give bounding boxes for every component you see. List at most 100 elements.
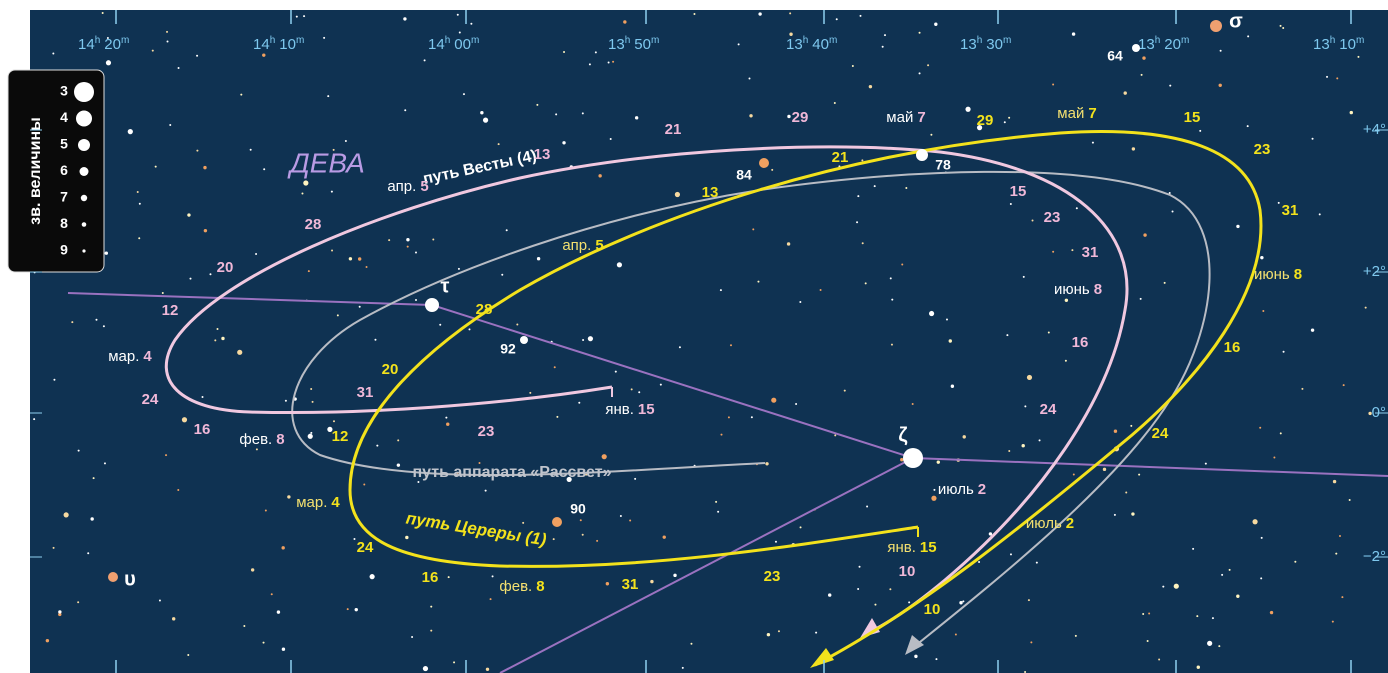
star: [388, 239, 391, 242]
star: [678, 346, 681, 349]
star: [601, 454, 607, 460]
star: [187, 654, 190, 657]
star: [357, 257, 362, 261]
date-label: 23: [1044, 209, 1061, 226]
star: [52, 52, 55, 55]
day: 10: [924, 601, 941, 618]
star: [482, 117, 489, 123]
date-label: июнь 8: [1254, 266, 1302, 283]
star: [151, 49, 154, 52]
star: [1282, 27, 1285, 30]
magnitude-dot: [82, 249, 86, 253]
magnitude-dot: [81, 222, 87, 227]
star: [857, 587, 860, 590]
day: 28: [305, 216, 322, 233]
magnitude-dot: [79, 167, 89, 176]
star: [693, 12, 696, 15]
day: 31: [622, 576, 639, 593]
star: [480, 110, 484, 115]
star: [284, 399, 287, 402]
star: [58, 612, 62, 617]
star: [630, 586, 633, 589]
star: [948, 339, 952, 343]
day: 13: [534, 146, 551, 163]
star: [858, 565, 861, 568]
star: [255, 448, 258, 451]
magnitude-label: 8: [60, 215, 68, 231]
star: [1009, 553, 1012, 556]
star: [868, 84, 873, 89]
day: 16: [422, 569, 439, 586]
month: апр.: [562, 237, 591, 254]
date-label: 31: [1282, 202, 1299, 219]
magnitude-legend: зв. величины 3 4 5 6 7 8 9: [7, 69, 105, 273]
star: [1158, 658, 1161, 661]
star: [1349, 110, 1353, 115]
magnitude-label: 7: [60, 189, 68, 205]
star: [303, 180, 309, 186]
star: [457, 267, 460, 270]
ra-part: m: [1356, 35, 1364, 46]
star: [187, 213, 191, 217]
star: [828, 593, 832, 597]
star: [720, 433, 723, 436]
day: 20: [382, 361, 399, 378]
star: [177, 488, 180, 491]
star: [63, 512, 69, 518]
day: 15: [920, 539, 937, 556]
star: [414, 299, 417, 302]
reference-line: [499, 457, 914, 673]
date-label: 15: [1184, 109, 1201, 126]
month: фев.: [239, 431, 272, 448]
star: [1091, 141, 1094, 144]
star: [358, 305, 361, 308]
day: 5: [595, 237, 603, 254]
star: [346, 608, 349, 611]
magnitude-label: 9: [60, 242, 68, 258]
star: [749, 114, 753, 118]
star: [629, 519, 632, 522]
star: [138, 237, 141, 240]
date-label: июнь 8: [1054, 281, 1102, 298]
star: [92, 477, 95, 480]
day: 29: [792, 109, 809, 126]
star: [281, 546, 285, 550]
star: [166, 30, 169, 33]
star: [976, 125, 983, 131]
star: [1211, 617, 1214, 620]
star: [363, 483, 366, 486]
star: [819, 289, 822, 292]
star: [327, 426, 333, 432]
star: [189, 277, 192, 280]
star: [255, 252, 258, 255]
star: [1219, 49, 1222, 52]
date-label: 12: [162, 302, 179, 319]
dec-label: 0°: [1372, 404, 1386, 421]
date-label: 13: [534, 146, 551, 163]
date-label: 31: [357, 384, 374, 401]
star: [1173, 583, 1179, 589]
star: [468, 328, 471, 331]
star: [221, 336, 225, 341]
star: [771, 397, 777, 403]
star: [331, 249, 334, 252]
star: [834, 434, 837, 437]
star: [1342, 384, 1345, 387]
star: [270, 593, 273, 596]
star: [1310, 328, 1315, 332]
star: [106, 37, 109, 40]
star: [95, 318, 98, 321]
ra-part: h: [1155, 35, 1161, 46]
date-label: 31: [622, 576, 639, 593]
date-label: май 7: [1057, 105, 1096, 122]
arrow: [905, 635, 924, 655]
star: [750, 416, 753, 419]
day: 24: [1152, 425, 1169, 442]
star: [1047, 331, 1050, 334]
star: [1075, 207, 1078, 210]
star: [196, 54, 199, 57]
named-star: [552, 517, 562, 527]
star: [562, 141, 566, 145]
date-label: июль 2: [1026, 515, 1074, 532]
